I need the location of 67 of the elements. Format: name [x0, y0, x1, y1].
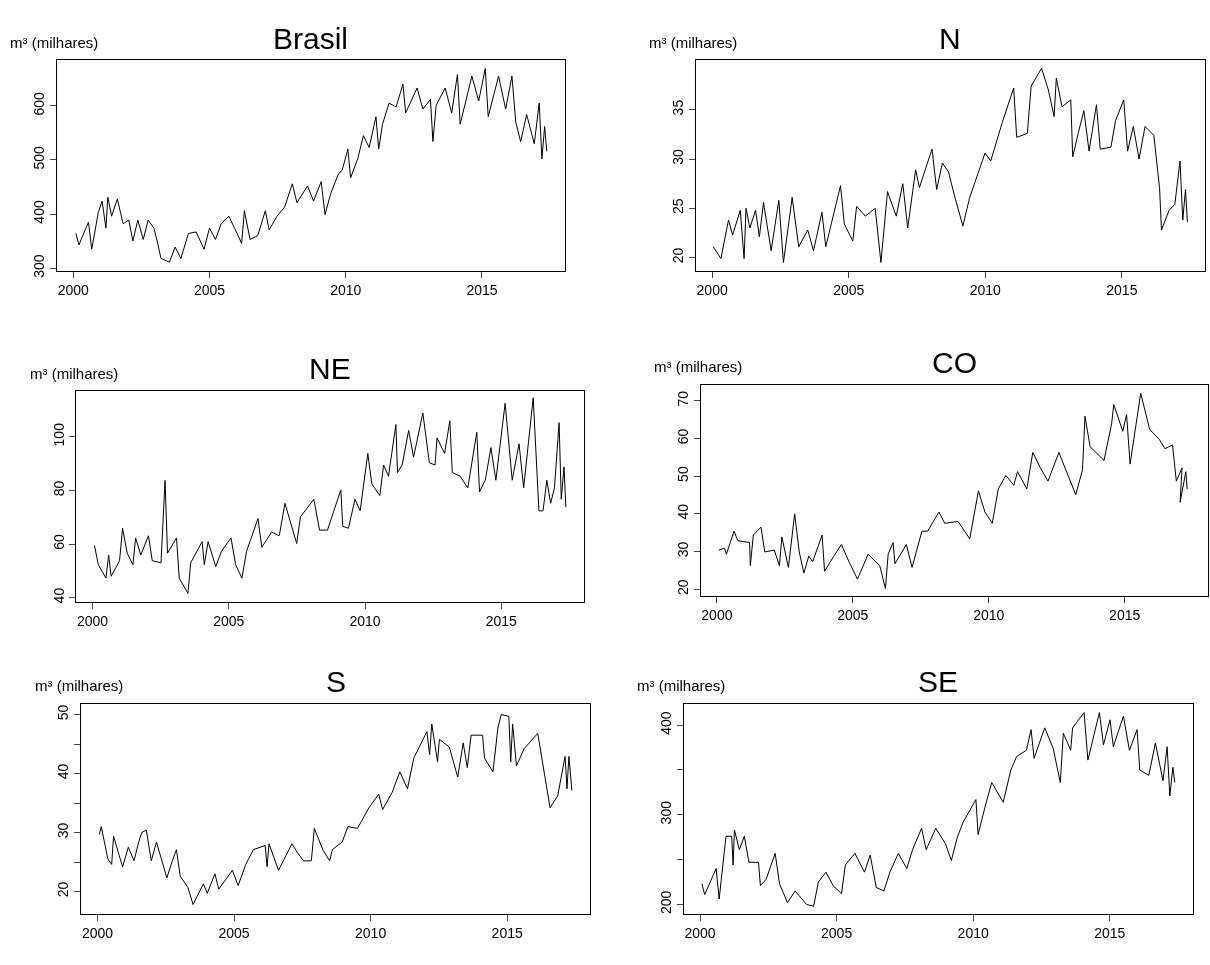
x-tick-label: 2000	[684, 924, 716, 941]
x-tick-label: 2000	[81, 924, 114, 941]
x-tick-label: 2000	[77, 613, 109, 630]
y-axis-title: m³ (milhares)	[649, 34, 738, 51]
y-tick-label: 30	[55, 822, 72, 839]
x-tick-label: 2010	[349, 613, 381, 630]
y-tick-label: 400	[31, 200, 48, 224]
y-axis-title: m³ (milhares)	[35, 677, 124, 694]
x-tick-label: 2000	[696, 282, 728, 299]
y-tick-label: 20	[674, 579, 691, 596]
x-tick-label: 2015	[1106, 282, 1138, 299]
x-tick-label: 2010	[973, 607, 1005, 624]
x-tick-label: 2005	[821, 924, 853, 941]
x-tick-label: 2000	[701, 607, 733, 624]
chart-title: N	[939, 22, 961, 55]
line-series	[701, 712, 1176, 907]
y-axis-title: m³ (milhares)	[637, 677, 726, 694]
y-tick-label: 400	[658, 711, 675, 735]
y-tick-label: 600	[31, 91, 48, 116]
y-tick-label: 300	[658, 800, 675, 825]
y-tick-label: 40	[55, 763, 72, 780]
y-tick-label: 20	[55, 881, 72, 898]
y-tick-label: 25	[670, 198, 687, 214]
x-tick-label: 2010	[969, 282, 1002, 299]
line-series	[75, 68, 548, 263]
y-tick-label: 60	[674, 428, 691, 445]
chart-title: SE	[918, 665, 959, 698]
y-tick-label: 35	[670, 99, 687, 116]
x-tick-label: 2000	[57, 282, 89, 299]
y-axis-title: m³ (milhares)	[654, 358, 743, 375]
y-tick-label: 40	[674, 503, 691, 520]
y-tick-label: 30	[670, 148, 687, 165]
x-tick-label: 2005	[837, 607, 869, 624]
x-tick-label: 2015	[491, 924, 523, 941]
x-tick-label: 2015	[485, 613, 518, 630]
x-tick-label: 2015	[1109, 607, 1141, 624]
x-tick-label: 2010	[330, 282, 362, 299]
line-series	[93, 397, 567, 594]
line-series	[718, 392, 1188, 590]
x-tick-label: 2015	[1094, 924, 1126, 941]
y-tick-label: 100	[50, 422, 67, 447]
x-tick-label: 2005	[193, 282, 226, 299]
y-tick-label: 300	[31, 254, 48, 278]
line-series	[712, 67, 1188, 264]
chart-title: S	[326, 665, 347, 698]
y-tick-label: 80	[50, 480, 67, 497]
y-tick-label: 20	[670, 247, 687, 264]
x-tick-label: 2015	[466, 282, 498, 299]
x-tick-label: 2010	[957, 924, 989, 941]
x-tick-label: 2005	[218, 924, 250, 941]
y-tick-label: 60	[50, 533, 67, 550]
y-axis-title: m³ (milhares)	[30, 365, 119, 382]
y-tick-label: 50	[674, 466, 691, 482]
chart-title: NE	[309, 352, 351, 385]
chart-title: Brasil	[273, 22, 349, 55]
x-tick-label: 2005	[833, 282, 865, 299]
y-tick-label: 40	[50, 587, 67, 604]
line-series	[98, 714, 573, 905]
x-tick-label: 2010	[355, 924, 387, 941]
y-tick-label: 70	[674, 390, 691, 407]
y-tick-label: 50	[55, 704, 72, 721]
y-tick-label: 200	[658, 890, 675, 915]
y-axis-title: m³ (milhares)	[10, 34, 99, 51]
y-tick-label: 500	[31, 145, 48, 170]
chart-title: CO	[932, 346, 977, 379]
y-tick-label: 30	[674, 541, 691, 558]
x-tick-label: 2005	[213, 613, 245, 630]
